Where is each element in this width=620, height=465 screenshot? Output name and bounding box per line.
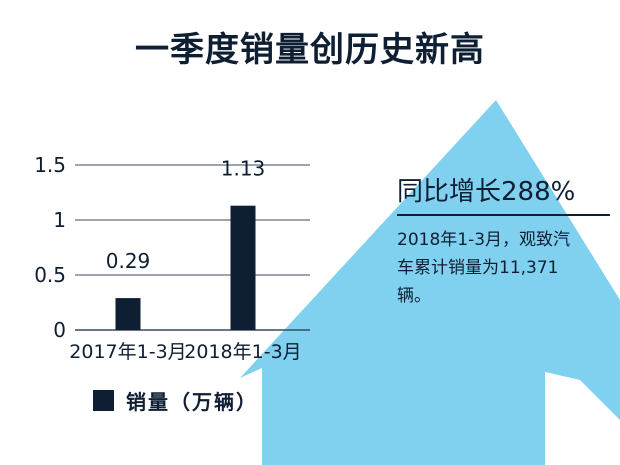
sales-note: 2018年1-3月，观致汽车累计销量为11,371辆。 bbox=[397, 230, 571, 306]
y-tick-label: 1 bbox=[53, 208, 66, 232]
y-tick-label: 0 bbox=[53, 318, 66, 342]
headline-underline bbox=[397, 214, 610, 216]
y-tick-label: 0.5 bbox=[34, 263, 66, 287]
legend: 销量（万辆） bbox=[93, 386, 258, 415]
x-tick-label: 2017年1-3月 bbox=[69, 341, 186, 363]
bar bbox=[115, 298, 141, 330]
legend-swatch bbox=[93, 390, 114, 411]
data-label: 1.13 bbox=[221, 157, 266, 181]
legend-label: 销量（万辆） bbox=[126, 390, 258, 414]
page-title: 一季度销量创历史新高 bbox=[135, 30, 485, 70]
growth-headline: 同比增长288% bbox=[397, 177, 576, 207]
growth-callout: 同比增长288% 2018年1-3月，观致汽车累计销量为11,371辆。 bbox=[397, 174, 612, 310]
y-tick-label: 1.5 bbox=[34, 153, 66, 177]
bar bbox=[230, 205, 256, 330]
data-label: 0.29 bbox=[106, 249, 151, 273]
x-tick-label: 2018年1-3月 bbox=[184, 341, 301, 363]
